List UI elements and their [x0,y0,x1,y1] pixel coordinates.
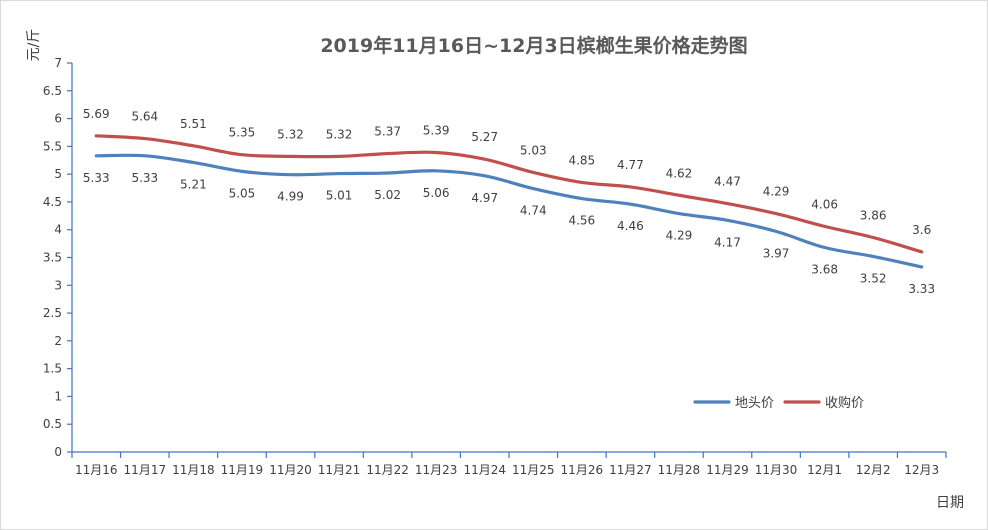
data-label: 5.32 [277,127,304,141]
data-label: 5.06 [423,186,450,200]
data-label: 4.47 [714,175,741,189]
x-tick-label: 12月3 [904,463,939,477]
series-line-0 [94,153,924,269]
data-label: 5.21 [180,177,207,191]
y-tick-label: 2.5 [43,306,62,320]
data-label: 4.29 [666,229,693,243]
legend-label: 地头价 [735,396,774,411]
series-line-1 [94,134,924,254]
legend-label: 收购价 [825,395,864,411]
y-tick-label: 6 [54,112,62,126]
data-label: 4.62 [666,166,693,180]
data-label: 4.85 [568,153,595,167]
y-tick-label: 5 [54,167,62,181]
data-label: 3.86 [860,208,887,222]
data-label: 3.97 [763,246,790,260]
y-tick-label: 4 [54,223,62,237]
data-label: 3.33 [908,282,935,296]
x-tick-label: 11月22 [366,463,409,477]
y-tick-label: 5.5 [43,139,62,153]
data-label: 5.35 [229,126,256,140]
legend: 地头价 收购价 [693,395,864,411]
x-tick-label: 11月16 [75,463,118,477]
x-tick-label: 11月21 [318,463,361,477]
data-label: 5.69 [83,107,110,121]
data-label: 4.77 [617,158,644,172]
x-tick-label: 12月2 [856,463,891,477]
y-tick-label: 3.5 [43,251,62,265]
x-tick-label: 11月28 [658,463,701,477]
data-label: 5.32 [326,127,353,141]
data-label: 4.29 [763,185,790,199]
data-label: 5.27 [471,130,498,144]
data-label: 5.64 [131,110,158,124]
data-label: 5.03 [520,143,547,157]
data-label: 4.74 [520,204,547,218]
data-label: 3.68 [811,262,838,276]
x-tick-label: 11月26 [561,463,604,477]
x-tick-label: 11月19 [221,463,264,477]
x-tick-label: 12月1 [807,463,842,477]
data-label: 5.05 [229,186,256,200]
y-axis-ticks: 0 0.5 1 1.5 2 2.5 3 3.5 4 4.5 5 5.5 6 6.5 7 [43,56,72,459]
data-labels: 5.33 5.33 5.21 5.05 4.99 5.01 5.02 5.06 4.97 4.74… [83,107,935,296]
data-label: 4.17 [714,235,741,249]
data-label: 5.39 [423,123,450,137]
x-tick-label: 11月20 [269,463,312,477]
data-label: 5.02 [374,188,401,202]
x-axis-title: 日期 [936,495,964,511]
chart-title: 2019年11月16日~12月3日槟榔生果价格走势图 [320,34,747,57]
x-tick-label: 11月18 [172,463,215,477]
y-tick-label: 3 [54,278,62,292]
series-layer [94,134,924,269]
y-tick-label: 4.5 [43,195,62,209]
data-label: 3.52 [860,271,887,285]
y-tick-label: 6.5 [43,84,62,98]
y-tick-label: 1.5 [43,362,62,376]
x-tick-label: 11月17 [124,463,167,477]
x-tick-label: 11月24 [463,463,506,477]
y-axis-title: 元/斤 [26,29,42,62]
data-label: 5.01 [326,189,353,203]
y-tick-label: 1 [54,389,62,403]
data-label: 5.51 [180,117,207,131]
x-tick-label: 11月27 [609,463,652,477]
data-label: 4.97 [471,191,498,205]
data-label: 4.06 [811,197,838,211]
data-label: 4.46 [617,219,644,233]
x-tick-label: 11月25 [512,463,555,477]
data-label: 4.99 [277,190,304,204]
x-axis-ticks: 11月16 11月17 11月18 11月19 11月20 11月21 11月22 11月23… [71,452,947,477]
y-tick-label: 0 [54,445,62,459]
x-tick-label: 11月23 [415,463,458,477]
data-label: 5.33 [131,171,158,185]
x-tick-label: 11月29 [706,463,749,477]
y-tick-label: 2 [54,334,62,348]
data-label: 5.33 [83,171,110,185]
y-tick-label: 0.5 [43,417,62,431]
y-tick-label: 7 [54,56,62,70]
data-label: 5.37 [374,125,401,139]
data-label: 4.56 [568,214,595,228]
x-tick-label: 11月30 [755,463,798,477]
data-label: 3.6 [912,223,931,237]
